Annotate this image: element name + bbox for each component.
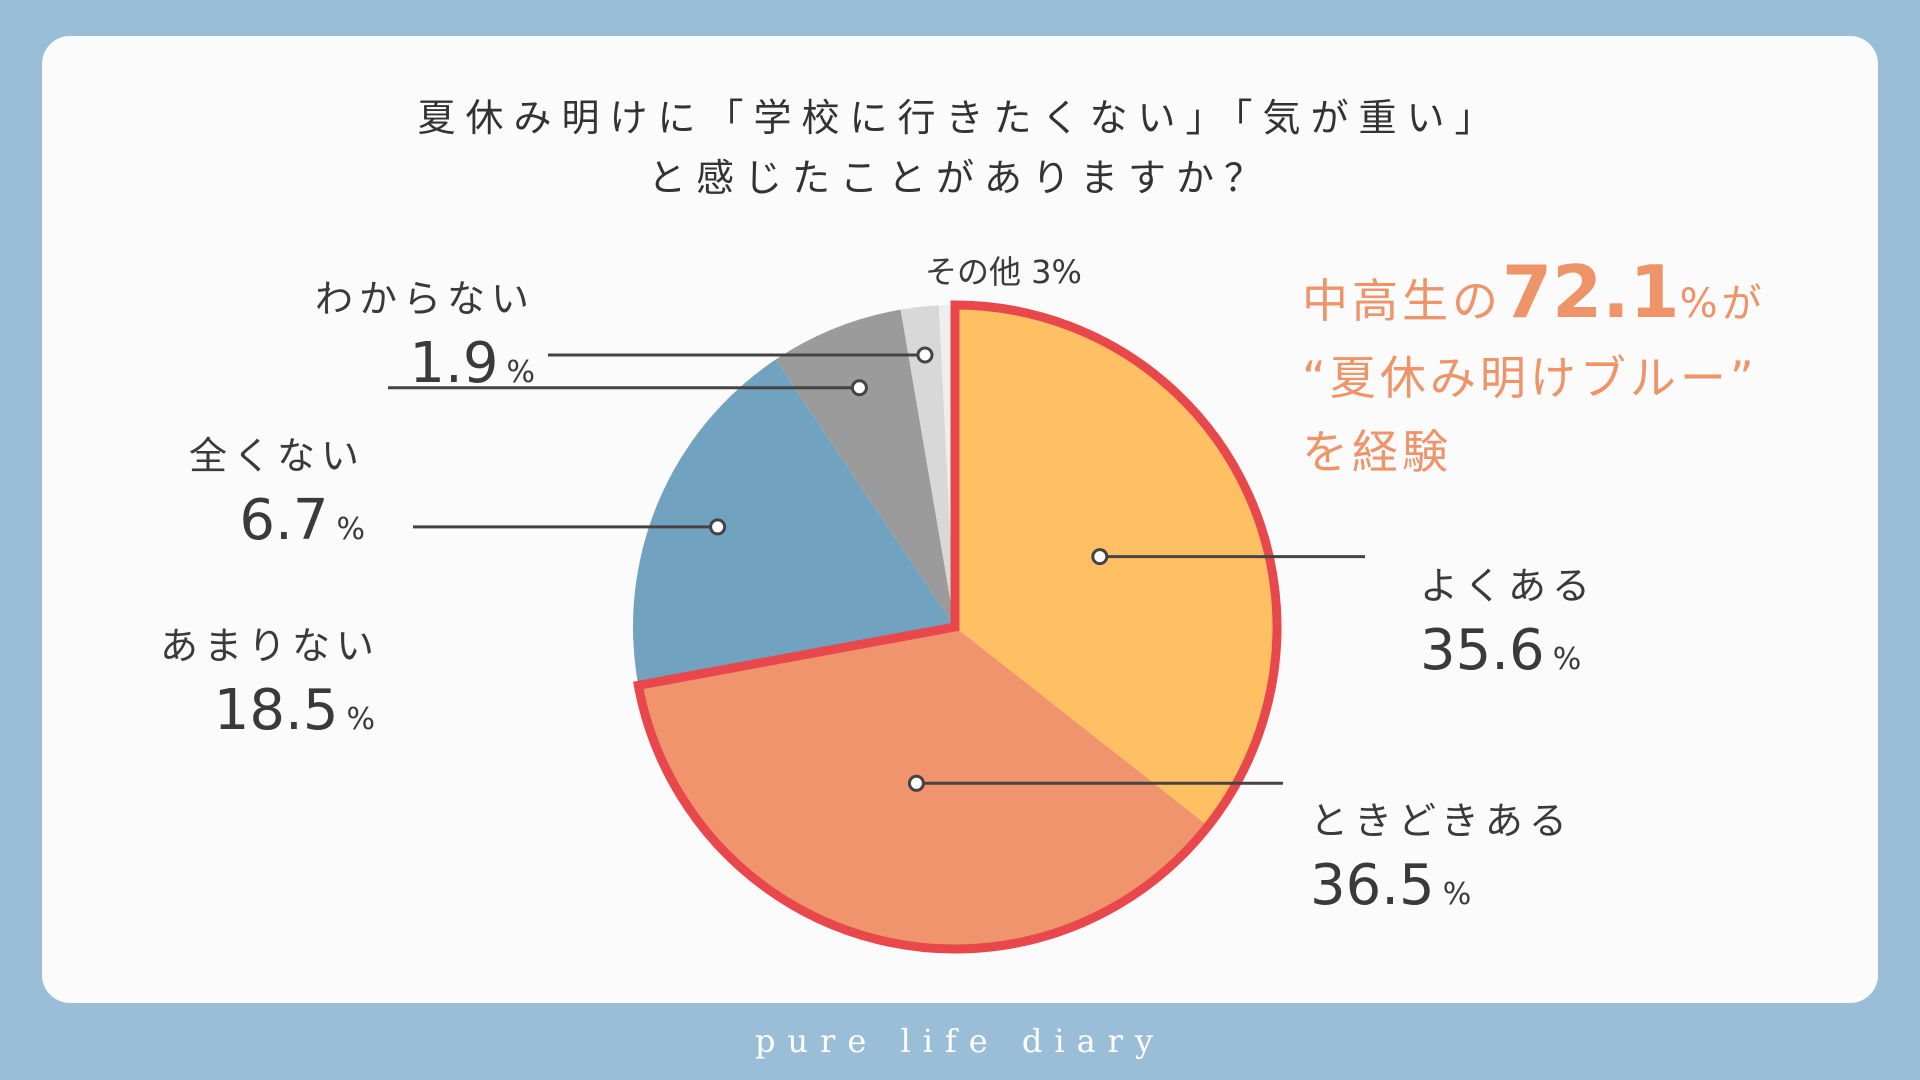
label-wakaranai-name: わからない: [314, 277, 535, 321]
highlight-line-2: “夏休み明けブルー”: [1302, 351, 1758, 405]
highlight-prefix: 中高生の: [1302, 274, 1502, 328]
label-mattaku: 全くない 6.7%: [170, 425, 365, 553]
footer-brand: pure life diary: [754, 1022, 1166, 1060]
highlight-value: 72.1: [1502, 250, 1680, 334]
label-mattaku-name: 全くない: [188, 434, 365, 478]
label-yoku-unit: %: [1552, 642, 1582, 677]
highlight-outline: [633, 300, 1282, 954]
label-mattaku-value: 6.7: [239, 488, 329, 553]
label-wakaranai-value: 1.9: [409, 331, 499, 396]
leader-dot-4: [916, 346, 934, 364]
label-yoku-value: 35.6: [1420, 618, 1545, 683]
leader-dot-1: [907, 774, 925, 792]
label-yoku-name: よくある: [1420, 564, 1597, 608]
pie-slice-4: [900, 305, 955, 627]
label-amari: あまりない 18.5%: [160, 615, 375, 743]
leader-dot-3: [850, 379, 868, 397]
highlight-callout: 中高生の72.1%が “夏休み明けブルー” を経験: [1302, 255, 1766, 489]
title-line-1: 夏休み明けに「学校に行きたくない」「気が重い」: [417, 96, 1503, 140]
label-wakaranai: わからない 1.9%: [300, 268, 535, 396]
chart-title: 夏休み明けに「学校に行きたくない」「気が重い」 と感じたことがありますか？: [0, 88, 1920, 208]
label-amari-unit: %: [346, 702, 375, 737]
label-yoku: よくある 35.6%: [1420, 555, 1596, 683]
other-label: その他 3%: [925, 253, 1082, 291]
label-wakaranai-unit: %: [506, 355, 535, 390]
pie-slice-0: [955, 305, 1278, 826]
label-tokidoki: ときどきある 36.5%: [1310, 790, 1573, 918]
highlight-line-3: を経験: [1302, 425, 1452, 479]
label-amari-name: あまりない: [160, 624, 381, 668]
title-line-2: と感じたことがありますか？: [647, 156, 1272, 200]
pie-slice-2: [633, 359, 955, 686]
label-tokidoki-unit: %: [1442, 877, 1472, 912]
leader-dot-0: [1091, 548, 1109, 566]
label-tokidoki-value: 36.5: [1310, 853, 1435, 918]
highlight-unit: %が: [1679, 281, 1766, 327]
label-tokidoki-name: ときどきある: [1310, 799, 1573, 843]
label-amari-value: 18.5: [213, 678, 339, 743]
label-mattaku-unit: %: [336, 512, 365, 547]
leader-dot-2: [709, 518, 727, 536]
